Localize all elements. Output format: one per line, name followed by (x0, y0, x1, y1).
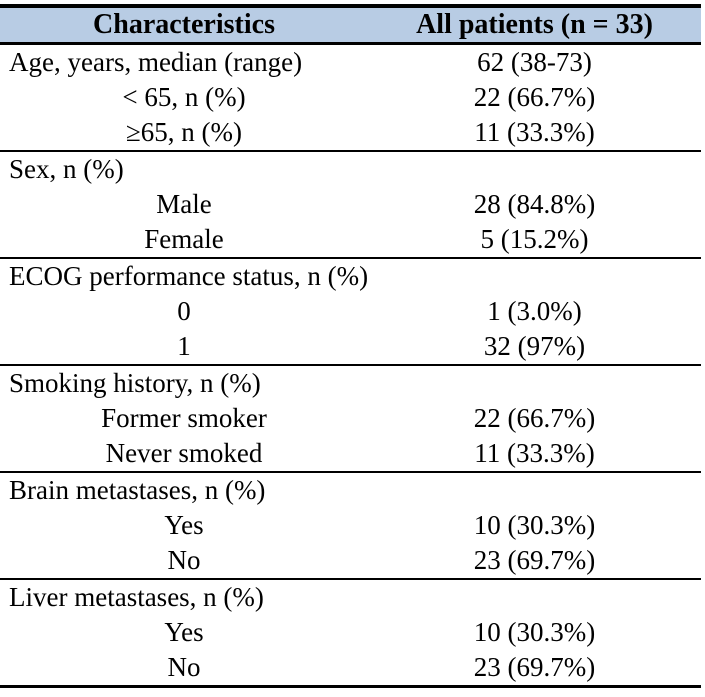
table-section-1: Sex, n (%) Male 28 (84.8%) Female 5 (15.2%) (0, 150, 701, 258)
characteristic-value: 10 (30.3%) (473, 510, 596, 540)
characteristic-label: Female (144, 224, 224, 254)
characteristic-value: 10 (30.3%) (473, 617, 596, 647)
characteristic-label: Yes (164, 510, 204, 540)
characteristic-value: 28 (84.8%) (473, 189, 596, 219)
characteristic-label: 1 (177, 331, 191, 361)
table-row: Yes 10 (30.3%) (0, 508, 701, 543)
characteristic-label: Liver metastases, n (%) (0, 578, 369, 615)
header-all-patients: All patients (n = 33) (368, 6, 701, 45)
table-row: ≥65, n (%) 11 (33.3%) (0, 115, 701, 151)
characteristic-label: Male (156, 189, 212, 219)
table-header-row: Characteristics All patients (n = 33) (0, 6, 701, 45)
characteristic-value: 11 (33.3%) (474, 438, 595, 468)
table-row: Liver metastases, n (%) (0, 578, 701, 615)
table-row: Brain metastases, n (%) (0, 471, 701, 508)
characteristic-value: 22 (66.7%) (473, 403, 596, 433)
characteristic-label: Sex, n (%) (0, 150, 369, 187)
characteristic-value: 1 (3.0%) (487, 296, 582, 326)
characteristic-value: 23 (69.7%) (473, 652, 596, 682)
characteristic-value: 22 (66.7%) (473, 82, 596, 112)
characteristic-value: 62 (38-73) (477, 47, 592, 77)
characteristic-value: 32 (97%) (483, 331, 586, 361)
table-row: 1 32 (97%) (0, 329, 701, 365)
table-section-2: ECOG performance status, n (%) 0 1 (3.0%) 1… (0, 257, 701, 365)
table-row: Never smoked 11 (33.3%) (0, 436, 701, 472)
patient-characteristics-table: Characteristics All patients (n = 33) Ag… (0, 4, 701, 688)
table-row: Female 5 (15.2%) (0, 222, 701, 258)
table-row: No 23 (69.7%) (0, 543, 701, 579)
table-section-5: Liver metastases, n (%) Yes 10 (30.3%) No 23… (0, 578, 701, 687)
table-row: Former smoker 22 (66.7%) (0, 401, 701, 436)
characteristic-label: Former smoker (101, 403, 267, 433)
header-characteristics: Characteristics (0, 6, 369, 45)
characteristic-value (368, 150, 701, 187)
characteristic-label: Never smoked (105, 438, 263, 468)
table-row: < 65, n (%) 22 (66.7%) (0, 80, 701, 115)
table-row: Smoking history, n (%) (0, 364, 701, 401)
table-row: No 23 (69.7%) (0, 650, 701, 687)
table-row: Yes 10 (30.3%) (0, 615, 701, 650)
table-header: Characteristics All patients (n = 33) (0, 6, 701, 45)
table-section-0: Age, years, median (range) 62 (38-73) < 65… (0, 44, 701, 152)
characteristic-value: 11 (33.3%) (474, 117, 595, 147)
table-row: Age, years, median (range) 62 (38-73) (0, 44, 701, 81)
characteristic-label: Yes (164, 617, 204, 647)
characteristic-value (368, 364, 701, 401)
table-row: 0 1 (3.0%) (0, 294, 701, 329)
characteristic-label: ECOG performance status, n (%) (0, 257, 369, 294)
characteristic-value: 5 (15.2%) (480, 224, 589, 254)
characteristic-value (368, 257, 701, 294)
characteristic-label: Smoking history, n (%) (0, 364, 369, 401)
characteristic-label: Age, years, median (range) (9, 47, 303, 77)
table-section-3: Smoking history, n (%) Former smoker 22 (6… (0, 364, 701, 472)
table-section-4: Brain metastases, n (%) Yes 10 (30.3%) No 23… (0, 471, 701, 579)
table-row: Sex, n (%) (0, 150, 701, 187)
characteristic-label: Brain metastases, n (%) (0, 471, 369, 508)
characteristic-label: ≥65, n (%) (125, 117, 243, 147)
table-row: Male 28 (84.8%) (0, 187, 701, 222)
characteristic-value (368, 578, 701, 615)
characteristic-label: No (167, 652, 201, 682)
characteristic-label: No (167, 545, 201, 575)
characteristic-value: 23 (69.7%) (473, 545, 596, 575)
table-row: ECOG performance status, n (%) (0, 257, 701, 294)
characteristic-label: 0 (177, 296, 191, 326)
characteristic-label: < 65, n (%) (122, 82, 246, 112)
characteristic-value (368, 471, 701, 508)
